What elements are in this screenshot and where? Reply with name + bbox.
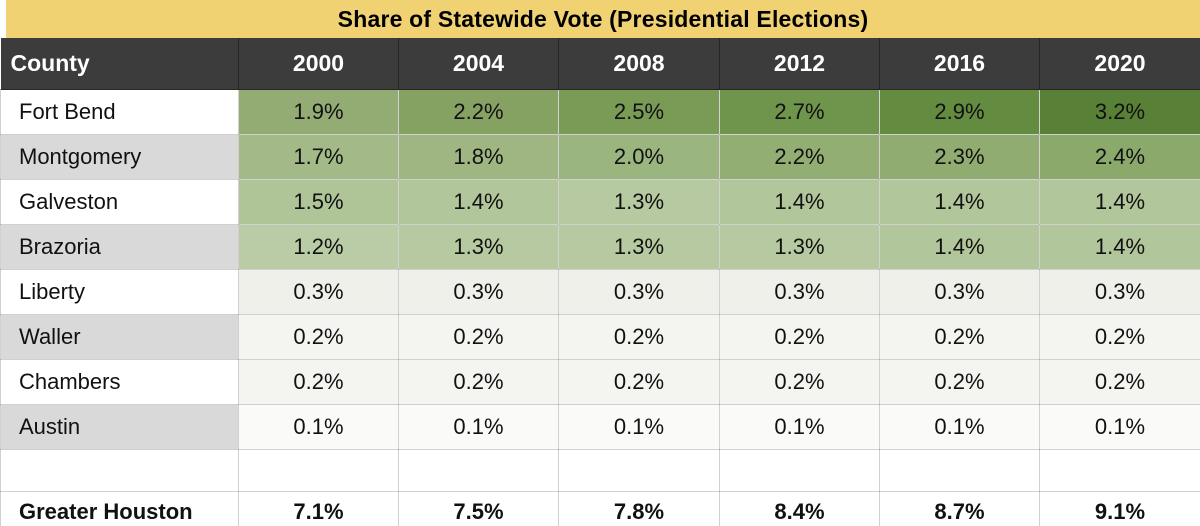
value-cell: 0.3% xyxy=(238,269,399,315)
value-cell: 1.4% xyxy=(1039,179,1200,225)
county-cell: Montgomery xyxy=(0,134,239,180)
value-cell: 1.3% xyxy=(558,179,720,225)
column-header-2012: 2012 xyxy=(719,38,880,90)
value-cell: 7.8% xyxy=(558,491,720,526)
value-cell: 0.2% xyxy=(238,314,399,360)
value-cell: 1.5% xyxy=(238,179,399,225)
value-cell xyxy=(879,449,1040,492)
value-cell: 2.2% xyxy=(398,89,559,135)
table-row: Waller 0.2% 0.2% 0.2% 0.2% 0.2% 0.2% xyxy=(0,314,1200,360)
county-cell: Fort Bend xyxy=(0,89,239,135)
value-cell: 0.1% xyxy=(879,404,1040,450)
value-cell: 1.4% xyxy=(879,224,1040,270)
value-cell: 0.3% xyxy=(398,269,559,315)
table-row: Austin 0.1% 0.1% 0.1% 0.1% 0.1% 0.1% xyxy=(0,404,1200,450)
table-title-row: Share of Statewide Vote (Presidential El… xyxy=(0,0,1200,38)
value-cell: 0.3% xyxy=(558,269,720,315)
county-cell: Waller xyxy=(0,314,239,360)
value-cell: 1.4% xyxy=(1039,224,1200,270)
county-cell: Austin xyxy=(0,404,239,450)
value-cell: 2.5% xyxy=(558,89,720,135)
value-cell: 0.2% xyxy=(879,359,1040,405)
value-cell: 7.5% xyxy=(398,491,559,526)
value-cell: 0.2% xyxy=(879,314,1040,360)
table-row: Galveston 1.5% 1.4% 1.3% 1.4% 1.4% 1.4% xyxy=(0,179,1200,225)
value-cell: 2.2% xyxy=(719,134,880,180)
value-cell: 0.2% xyxy=(719,359,880,405)
value-cell: 1.4% xyxy=(719,179,880,225)
value-cell: 1.7% xyxy=(238,134,399,180)
value-cell: 0.2% xyxy=(1039,314,1200,360)
value-cell: 0.1% xyxy=(398,404,559,450)
county-cell: Liberty xyxy=(0,269,239,315)
value-cell: 0.1% xyxy=(719,404,880,450)
county-cell: Galveston xyxy=(0,179,239,225)
value-cell xyxy=(398,449,559,492)
table-row: Chambers 0.2% 0.2% 0.2% 0.2% 0.2% 0.2% xyxy=(0,359,1200,405)
value-cell: 9.1% xyxy=(1039,491,1200,526)
value-cell: 1.9% xyxy=(238,89,399,135)
value-cell: 0.2% xyxy=(558,314,720,360)
table-title: Share of Statewide Vote (Presidential El… xyxy=(6,0,1200,38)
value-cell xyxy=(238,449,399,492)
value-cell: 2.7% xyxy=(719,89,880,135)
table-row: Brazoria 1.2% 1.3% 1.3% 1.3% 1.4% 1.4% xyxy=(0,224,1200,270)
value-cell: 1.2% xyxy=(238,224,399,270)
column-header-2008: 2008 xyxy=(558,38,720,90)
value-cell: 2.3% xyxy=(879,134,1040,180)
value-cell: 0.2% xyxy=(558,359,720,405)
value-cell: 0.2% xyxy=(719,314,880,360)
value-cell: 8.7% xyxy=(879,491,1040,526)
value-cell xyxy=(1039,449,1200,492)
value-cell: 0.3% xyxy=(719,269,880,315)
column-header-row: County 2000 2004 2008 2012 2016 2020 xyxy=(0,38,1200,90)
column-header-county: County xyxy=(0,38,239,90)
value-cell: 0.1% xyxy=(558,404,720,450)
value-cell: 0.2% xyxy=(398,314,559,360)
table-row: Fort Bend 1.9% 2.2% 2.5% 2.7% 2.9% 3.2% xyxy=(0,89,1200,135)
value-cell: 0.2% xyxy=(398,359,559,405)
value-cell: 0.1% xyxy=(1039,404,1200,450)
county-cell: Greater Houston xyxy=(0,491,239,526)
column-header-2016: 2016 xyxy=(879,38,1040,90)
value-cell: 3.2% xyxy=(1039,89,1200,135)
value-cell: 0.2% xyxy=(1039,359,1200,405)
value-cell: 2.0% xyxy=(558,134,720,180)
column-header-2020: 2020 xyxy=(1039,38,1200,90)
value-cell: 1.4% xyxy=(879,179,1040,225)
county-cell: Brazoria xyxy=(0,224,239,270)
column-header-2004: 2004 xyxy=(398,38,559,90)
value-cell: 2.4% xyxy=(1039,134,1200,180)
total-row: Greater Houston 7.1% 7.5% 7.8% 8.4% 8.7%… xyxy=(0,491,1200,526)
value-cell: 0.3% xyxy=(879,269,1040,315)
value-cell: 1.4% xyxy=(398,179,559,225)
value-cell xyxy=(719,449,880,492)
value-cell: 1.3% xyxy=(558,224,720,270)
title-left-gap xyxy=(0,0,6,38)
value-cell: 1.3% xyxy=(719,224,880,270)
county-cell: Chambers xyxy=(0,359,239,405)
spacer-row xyxy=(0,449,1200,492)
value-cell: 0.1% xyxy=(238,404,399,450)
value-cell: 7.1% xyxy=(238,491,399,526)
value-cell: 1.8% xyxy=(398,134,559,180)
value-cell: 0.2% xyxy=(238,359,399,405)
county-cell xyxy=(0,449,239,492)
value-cell: 2.9% xyxy=(879,89,1040,135)
value-cell: 0.3% xyxy=(1039,269,1200,315)
column-header-2000: 2000 xyxy=(238,38,399,90)
value-cell: 8.4% xyxy=(719,491,880,526)
table-row: Montgomery 1.7% 1.8% 2.0% 2.2% 2.3% 2.4% xyxy=(0,134,1200,180)
vote-share-grid: County 2000 2004 2008 2012 2016 2020 For… xyxy=(0,38,1200,526)
table-row: Liberty 0.3% 0.3% 0.3% 0.3% 0.3% 0.3% xyxy=(0,269,1200,315)
value-cell xyxy=(558,449,720,492)
value-cell: 1.3% xyxy=(398,224,559,270)
